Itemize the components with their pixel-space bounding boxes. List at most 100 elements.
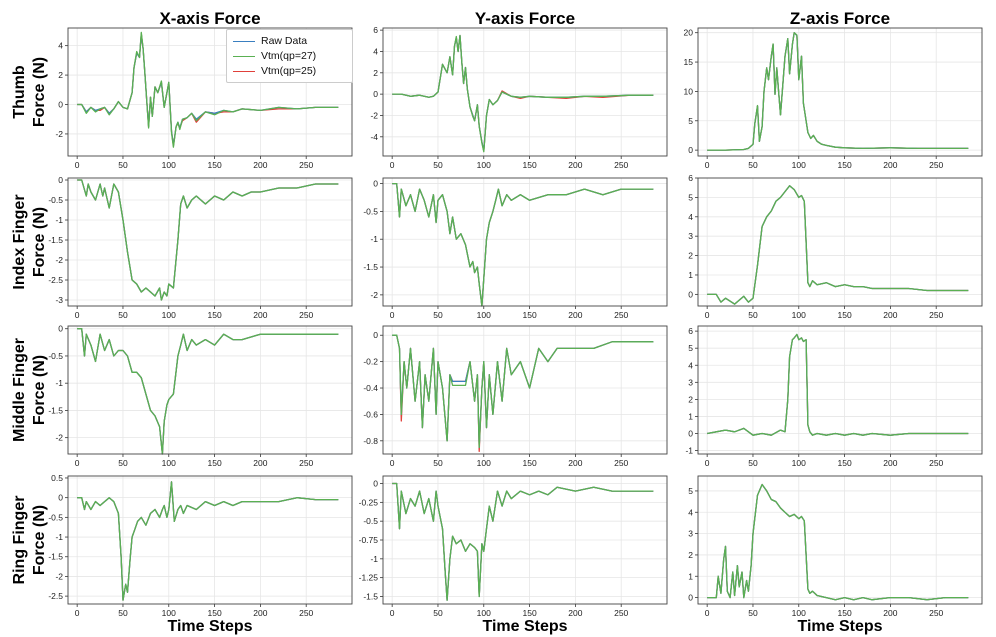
y-tick-label: -2: [55, 129, 63, 139]
x-tick-label: 0: [75, 608, 80, 618]
y-tick-label: -1: [370, 234, 378, 244]
y-tick-label: -1: [685, 446, 693, 456]
y-tick-label: 0: [688, 593, 693, 603]
y-tick-label: -2.5: [48, 591, 63, 601]
axes-frame: [67, 475, 353, 605]
x-tick-label: 100: [792, 458, 806, 468]
y-tick-label: 5: [688, 343, 693, 353]
panel-r0-c2: 0 50 100 150 200 250 0 5 10 15 20: [684, 27, 983, 170]
legend-swatch: [233, 40, 255, 42]
y-tick-label: -1: [55, 215, 63, 225]
axes-frame: [67, 177, 353, 307]
plot-area: [698, 28, 982, 156]
y-tick-label: 5: [688, 486, 693, 496]
x-tick-label: 250: [929, 160, 943, 170]
legend-label: Vtm(qp=27): [261, 50, 317, 62]
panel-r1-c1: 0 50 100 150 200 250 -2 -1.5 -1 -0.5 0: [363, 177, 668, 320]
panel-r3-c0: 0 50 100 150 200 250 -2.5 -2 -1.5 -1 -0.5 0 0.5: [48, 473, 353, 618]
y-tick-label: 5: [688, 192, 693, 202]
panel-r3-c1: 0 50 100 150 200 250 -1.5 -1.25 -1 -0.75 -0.5 -0.25…: [359, 475, 668, 618]
panel-r3-c2: 0 50 100 150 200 250 0 1 2 3 4 5: [688, 475, 983, 618]
series-line-vtm-qp-27: [707, 483, 969, 601]
x-tick-label: 250: [614, 160, 628, 170]
x-tick-label: 200: [253, 160, 267, 170]
series-line-vtm-qp-27: [77, 179, 339, 301]
axes-frame: [382, 325, 668, 455]
y-tick-label: 0: [58, 493, 63, 503]
plot-area: [698, 326, 982, 454]
x-tick-label: 150: [207, 608, 221, 618]
plot-area: [383, 28, 667, 156]
x-tick-label: 50: [433, 160, 443, 170]
y-tick-label: 0: [688, 429, 693, 439]
y-tick-label: -1.5: [48, 235, 63, 245]
y-tick-label: -0.5: [363, 206, 378, 216]
x-axis-labels: Time Steps Time Steps Time Steps: [167, 618, 882, 635]
x-tick-label: 0: [390, 310, 395, 320]
y-tick-label: -1.5: [363, 591, 378, 601]
y-tick-label: -4: [370, 132, 378, 142]
axes-frame: [382, 177, 668, 307]
y-tick-label: 0: [58, 175, 63, 185]
y-tick-label: 10: [684, 86, 694, 96]
x-tick-label: 200: [253, 608, 267, 618]
x-tick-label: 50: [748, 458, 758, 468]
y-tick-label: 0: [58, 324, 63, 334]
axes-frame: [697, 177, 983, 307]
x-tick-label: 200: [253, 310, 267, 320]
y-tick-label: 3: [688, 529, 693, 539]
y-tick-label: -1: [55, 378, 63, 388]
x-tick-label: 150: [837, 608, 851, 618]
x-tick-label: 150: [522, 310, 536, 320]
y-tick-label: -2: [55, 571, 63, 581]
panel-r0-c1: 0 50 100 150 200 250 -4 -2 0 2 4 6: [370, 25, 668, 170]
y-tick-label: -0.5: [363, 516, 378, 526]
series-line-vtm-qp-27: [707, 185, 969, 305]
x-tick-label: 150: [837, 458, 851, 468]
row-label: Thumb: [11, 65, 28, 119]
plot-area: [383, 178, 667, 306]
legend-swatch: [233, 55, 255, 57]
x-tick-label: 200: [883, 608, 897, 618]
y-tick-label: -1.5: [48, 552, 63, 562]
x-tick-label: 250: [929, 608, 943, 618]
y-tick-label: 20: [684, 28, 694, 38]
plot-area: [383, 326, 667, 454]
y-tick-label: -0.5: [48, 195, 63, 205]
y-tick-label: 0.5: [51, 473, 63, 483]
plot-area: [698, 178, 982, 306]
y-tick-label: 2: [688, 394, 693, 404]
x-tick-label: 0: [390, 608, 395, 618]
y-tick-label: -0.2: [363, 357, 378, 367]
x-tick-label: 200: [568, 608, 582, 618]
x-tick-label: 150: [522, 608, 536, 618]
axes-frame: [382, 475, 668, 605]
x-tick-label: 50: [433, 310, 443, 320]
y-tick-label: 1: [688, 571, 693, 581]
axes-frame: [67, 27, 353, 157]
x-axis-label: Time Steps: [797, 618, 882, 635]
plot-area: [698, 476, 982, 604]
series-line-vtm-qp-27: [77, 31, 339, 148]
panel-r2-c1: 0 50 100 150 200 250 -0.8 -0.6 -0.4 -0.2 0: [363, 325, 668, 468]
x-tick-label: 0: [75, 310, 80, 320]
y-tick-label: 15: [684, 57, 694, 67]
legend-swatch: [233, 70, 255, 72]
x-tick-label: 200: [568, 458, 582, 468]
axes-frame: [67, 325, 353, 455]
legend-label: Raw Data: [261, 35, 308, 47]
x-tick-label: 100: [792, 608, 806, 618]
plot-area: [68, 178, 352, 306]
y-tick-label: 6: [373, 25, 378, 35]
series-line-vtm-qp-27: [392, 182, 654, 307]
y-tick-label: 1: [688, 411, 693, 421]
y-tick-label: 4: [688, 360, 693, 370]
x-tick-label: 150: [207, 160, 221, 170]
y-tick-label: -0.5: [48, 351, 63, 361]
y-tick-label: 5: [688, 116, 693, 126]
y-tick-label: 0: [58, 100, 63, 110]
x-tick-label: 250: [299, 458, 313, 468]
y-tick-label: -0.6: [363, 409, 378, 419]
series-line-vtm-qp-27: [707, 333, 969, 436]
x-axis-label: Time Steps: [482, 618, 567, 635]
